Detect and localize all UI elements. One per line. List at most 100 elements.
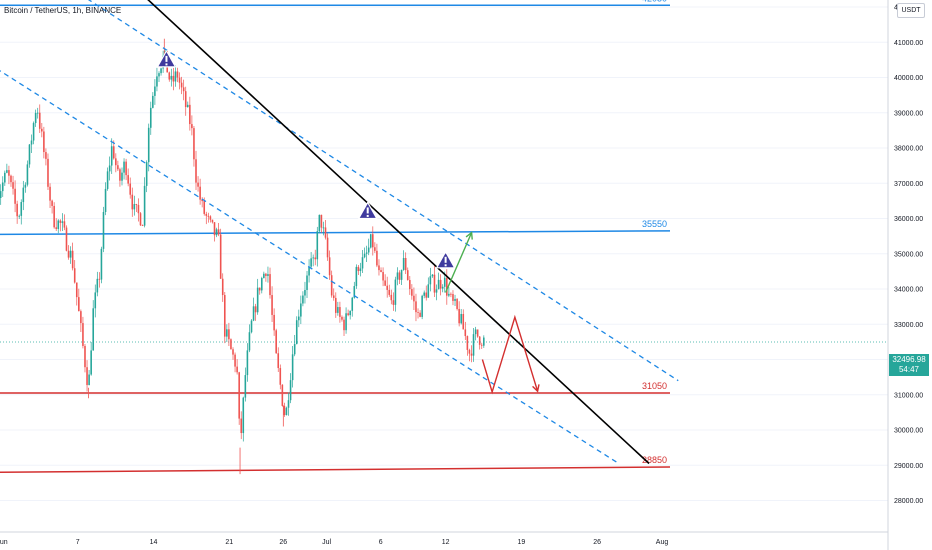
candle-body	[145, 162, 148, 186]
candle-body	[474, 329, 477, 335]
warning-icon[interactable]	[436, 251, 456, 269]
channel-line-2[interactable]	[0, 69, 620, 465]
candle-body	[211, 219, 214, 223]
candle-body	[55, 227, 58, 229]
candle-body	[431, 274, 434, 277]
candle-body	[382, 272, 384, 281]
candle-body	[478, 336, 481, 345]
x-tick-label: 21	[225, 539, 233, 546]
candle-body	[69, 250, 72, 258]
candle-body	[248, 332, 251, 351]
candle-body	[441, 286, 444, 289]
candle-body	[82, 323, 84, 346]
candle-body	[376, 250, 378, 266]
candle-body	[357, 266, 360, 272]
candle-body	[8, 170, 10, 176]
candle-body	[400, 269, 403, 280]
candle-body	[178, 77, 181, 83]
candle-body	[458, 308, 460, 324]
candle-body	[215, 229, 218, 236]
candle-body	[372, 234, 374, 248]
candle-body	[394, 279, 397, 305]
candle-body	[328, 257, 331, 276]
candle-body	[316, 231, 319, 260]
candle-body	[172, 75, 175, 82]
candle-body	[300, 303, 302, 317]
candle-body	[254, 306, 257, 313]
candle-body	[433, 274, 436, 293]
warning-icon[interactable]	[358, 201, 378, 220]
currency-badge[interactable]: USDT	[897, 3, 925, 18]
level-line-35550[interactable]	[0, 230, 671, 236]
candle-body	[429, 276, 432, 285]
candle-body	[258, 287, 261, 291]
y-tick-label: 37000.00	[894, 181, 923, 188]
candle-body	[180, 82, 183, 88]
candle-body	[347, 313, 349, 316]
candle-body	[154, 86, 156, 96]
candle-body	[238, 372, 240, 419]
candle-body	[158, 73, 160, 77]
projection-up-arrow[interactable]	[444, 232, 473, 293]
candle-body	[131, 194, 134, 210]
candle-body	[236, 366, 238, 373]
candle-body	[176, 71, 179, 78]
candle-body	[156, 76, 158, 87]
candle-body	[94, 292, 97, 309]
candle-body	[137, 204, 140, 214]
candle-body	[297, 316, 300, 321]
candle-body	[483, 337, 485, 346]
candle-body	[302, 295, 304, 304]
warning-mark	[444, 256, 447, 263]
candle-body	[355, 266, 358, 287]
warning-icon[interactable]	[156, 50, 177, 68]
candle-body	[279, 368, 282, 385]
candle-body	[168, 72, 171, 80]
candle-body	[369, 234, 372, 248]
candle-body	[351, 297, 354, 311]
candle-body	[226, 329, 228, 337]
candle-body	[207, 215, 210, 217]
candle-body	[67, 250, 70, 258]
y-tick-label: 28000.00	[894, 498, 923, 505]
level-line-28850[interactable]	[0, 466, 671, 474]
x-tick-label: 26	[279, 539, 287, 546]
level-label-35550: 35550	[642, 219, 667, 229]
candle-body	[223, 295, 226, 337]
candle-body	[269, 274, 271, 296]
candle-body	[411, 289, 413, 296]
candle-body	[80, 311, 82, 324]
x-tick-label: Jul	[322, 539, 331, 546]
candle-body	[419, 312, 421, 317]
candle-body	[127, 175, 129, 184]
candle-body	[472, 334, 475, 356]
candle-body	[12, 182, 14, 189]
y-tick-label: 30000.00	[894, 428, 923, 435]
candle-body	[386, 285, 388, 290]
candle-body	[30, 140, 33, 145]
candle-body	[396, 272, 399, 280]
channel-line-1[interactable]	[34, 0, 679, 382]
candle-body	[460, 313, 463, 324]
candle-body	[102, 211, 105, 249]
projection-down-arrow[interactable]	[481, 314, 539, 395]
candle-body	[16, 203, 18, 217]
warning-dot	[444, 264, 447, 267]
candle-body	[406, 270, 409, 281]
candle-body	[374, 247, 376, 251]
candle-body	[398, 272, 401, 280]
candle-body	[139, 213, 142, 226]
x-tick-label: 12	[442, 539, 450, 546]
candle-body	[320, 214, 323, 228]
candle-body	[141, 225, 144, 227]
y-tick-label: 41000.00	[894, 40, 923, 47]
candle-body	[365, 252, 368, 254]
candle-body	[10, 175, 12, 183]
candle-body	[43, 131, 45, 153]
level-label-31050: 31050	[642, 381, 667, 391]
trend-line[interactable]	[110, 0, 650, 465]
candle-body	[88, 374, 90, 386]
candle-body	[267, 274, 269, 276]
